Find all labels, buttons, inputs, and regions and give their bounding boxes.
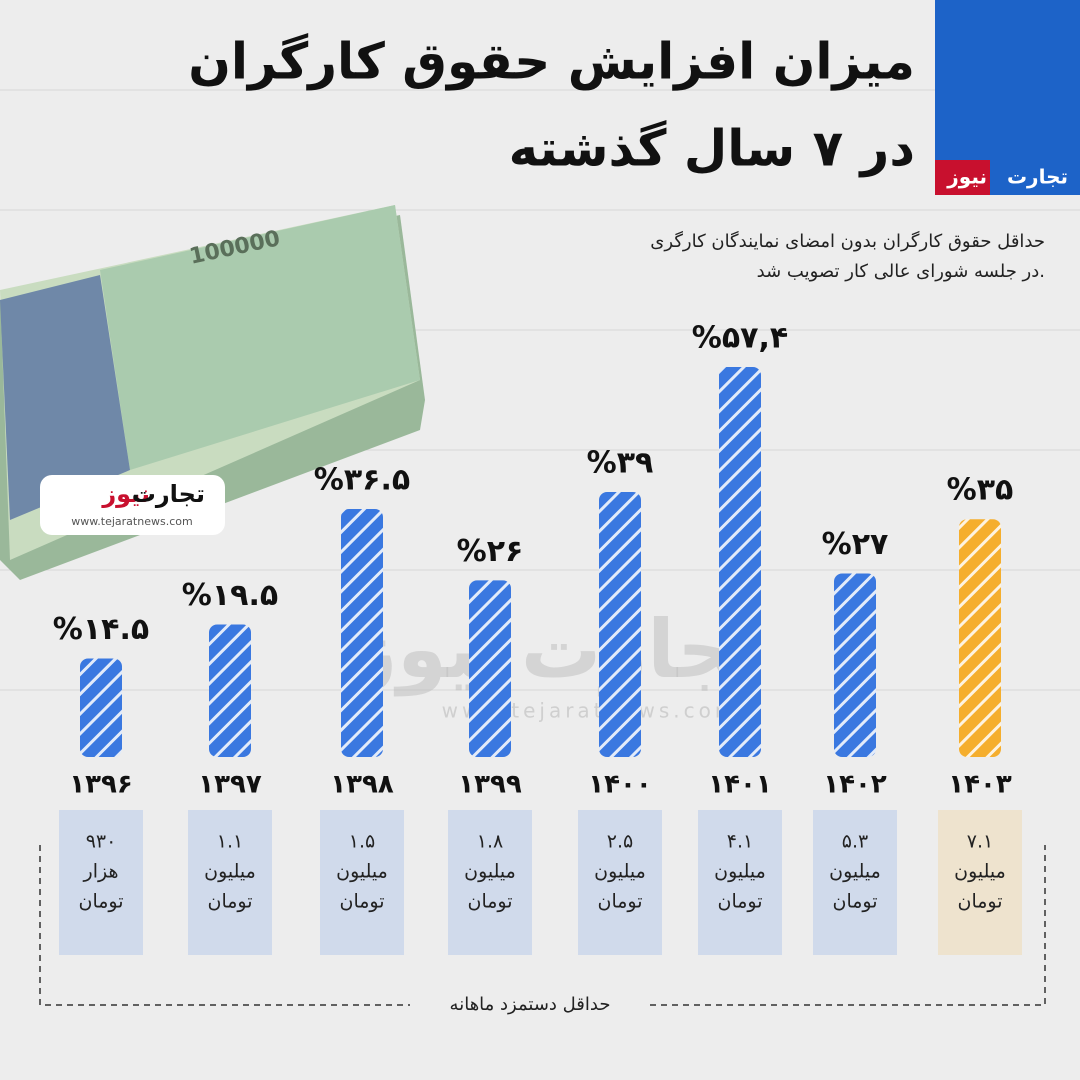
bar: [959, 519, 1001, 757]
wage-unit: میلیون: [336, 861, 388, 883]
subtitle-line-2: در جلسه شورای عالی کار تصویب شد.: [757, 261, 1045, 282]
value-label: %۵۷,۴: [692, 321, 788, 356]
corner-name1: تجارت: [1007, 165, 1068, 189]
bar: [719, 367, 761, 757]
logo-box: [40, 475, 225, 535]
wage-amount: ۲.۵: [607, 831, 633, 853]
value-label: %۲۷: [822, 527, 889, 562]
wage-unit: هزار: [83, 861, 119, 883]
x-tick-label: ۱۴۰۲: [823, 770, 887, 800]
wage-amount: ۱.۵: [349, 831, 375, 853]
wage-amount: ۱.۱: [217, 831, 243, 853]
wage-unit: میلیون: [464, 861, 516, 883]
value-label: %۱۹.۵: [182, 578, 278, 613]
value-label: %۳۶.۵: [314, 463, 410, 498]
x-tick-label: ۱۴۰۰: [588, 770, 651, 800]
wage-currency: تومان: [207, 891, 252, 913]
wage-amount: ۵.۳: [842, 831, 868, 853]
wage-currency: تومان: [717, 891, 762, 913]
value-label: %۲۶: [457, 534, 524, 569]
value-label: %۳۹: [587, 446, 654, 481]
bar: [469, 580, 511, 757]
wage-unit: میلیون: [594, 861, 646, 883]
wage-box: [813, 810, 897, 955]
value-label: %۳۵: [947, 473, 1014, 508]
title-line-1: میزان افزایش حقوق کارگران: [188, 33, 915, 92]
value-label: %۱۴.۵: [53, 612, 149, 647]
corner-name2: نیوز: [946, 165, 987, 189]
logo-url: www.tejaratnews.com: [71, 515, 192, 528]
x-tick-label: ۱۳۹۷: [198, 770, 262, 800]
wage-amount: ۹۳۰: [86, 831, 117, 853]
wage-unit: میلیون: [954, 861, 1006, 883]
bar: [834, 573, 876, 757]
wage-currency: تومان: [467, 891, 512, 913]
x-tick-label: ۱۴۰۳: [948, 770, 1012, 800]
x-tick-label: ۱۳۹۸: [330, 770, 394, 800]
wage-amount: ۱.۸: [477, 831, 503, 853]
bar: [80, 658, 122, 757]
wage-currency: تومان: [957, 891, 1002, 913]
logo-name1: تجارت: [132, 480, 205, 508]
wage-label: حداقل دستمزد ماهانه: [450, 994, 611, 1015]
wage-amount: ۴.۱: [727, 831, 753, 853]
wage-unit: میلیون: [204, 861, 256, 883]
x-tick-label: ۱۳۹۹: [458, 770, 522, 800]
wage-box: [320, 810, 404, 955]
wage-currency: تومان: [597, 891, 642, 913]
wage-currency: تومان: [339, 891, 384, 913]
wage-unit: میلیون: [829, 861, 881, 883]
x-tick-label: ۱۳۹۶: [69, 770, 132, 800]
wage-box: [188, 810, 272, 955]
subtitle-line-1: حداقل حقوق کارگران بدون امضای نمایندگان …: [650, 230, 1045, 252]
wage-bracket: [39, 845, 1046, 1006]
wage-box: [698, 810, 782, 955]
bar: [599, 492, 641, 757]
title-line-2: در ۷ سال گذشته: [509, 120, 915, 178]
bar: [341, 509, 383, 757]
logo-name2: نیوز: [101, 480, 150, 508]
wage-box: [448, 810, 532, 955]
wage-box: [938, 810, 1022, 955]
wage-unit: میلیون: [714, 861, 766, 883]
wage-box: [59, 810, 143, 955]
wage-currency: تومان: [832, 891, 877, 913]
bar: [209, 624, 251, 757]
corner-red: [935, 160, 990, 195]
wage-box: [578, 810, 662, 955]
wage-currency: تومان: [78, 891, 123, 913]
wage-amount: ۷.۱: [967, 831, 993, 853]
x-tick-label: ۱۴۰۱: [708, 770, 771, 800]
